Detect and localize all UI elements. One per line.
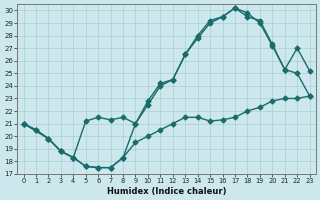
X-axis label: Humidex (Indice chaleur): Humidex (Indice chaleur) [107, 187, 226, 196]
